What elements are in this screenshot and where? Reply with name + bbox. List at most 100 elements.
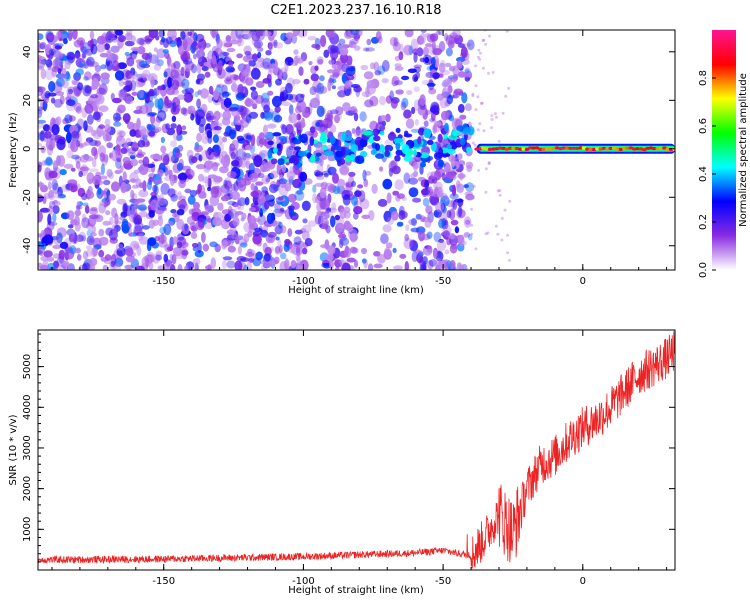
heatmap-cell — [403, 172, 411, 184]
heatmap-cell — [484, 147, 489, 151]
heatmap-cell — [231, 139, 239, 151]
heatmap-cell — [63, 38, 68, 45]
heatmap-cell — [90, 206, 98, 212]
heatmap-cell — [66, 210, 75, 221]
heatmap-cell — [231, 159, 240, 167]
heatmap-cell — [234, 260, 243, 270]
heatmap-cell — [138, 189, 149, 198]
heatmap-cell — [401, 75, 410, 81]
heatmap-cell — [386, 192, 392, 204]
heatmap-cell — [181, 249, 189, 256]
heatmap-cell — [472, 184, 476, 188]
heatmap-cell — [601, 146, 607, 150]
heatmap-cell — [378, 144, 386, 153]
heatmap-cell — [292, 139, 302, 145]
heatmap-cell — [158, 234, 167, 244]
heatmap-cell — [204, 176, 210, 188]
heatmap-cell — [169, 40, 177, 48]
heatmap-cell — [170, 193, 178, 202]
heatmap-cell — [385, 242, 393, 249]
heatmap-cell — [414, 249, 421, 254]
heatmap-cell — [380, 115, 387, 121]
heatmap-cell — [379, 166, 384, 172]
heatmap-cell — [135, 153, 144, 158]
heatmap-cell — [308, 61, 313, 66]
heatmap-cell — [408, 218, 417, 226]
heatmap-cell — [147, 112, 157, 117]
heatmap-cell — [186, 216, 196, 225]
heatmap-cell — [187, 174, 193, 180]
heatmap-cell — [263, 111, 274, 121]
heatmap-cell — [44, 44, 52, 55]
heatmap-cell — [217, 202, 224, 211]
heatmap-cell — [351, 180, 356, 187]
heatmap-cell — [91, 225, 97, 234]
spectrogram-xtick-label: -150 — [152, 276, 175, 287]
heatmap-cell — [55, 91, 65, 96]
heatmap-cell — [251, 35, 260, 47]
heatmap-cell — [66, 149, 74, 159]
heatmap-cell — [165, 260, 171, 268]
heatmap-cell — [364, 170, 372, 176]
heatmap-cell — [287, 228, 293, 237]
heatmap-cell — [348, 43, 354, 48]
heatmap-cell — [290, 260, 297, 269]
heatmap-cell — [98, 124, 106, 129]
heatmap-cell — [115, 135, 126, 148]
heatmap-cell — [426, 65, 433, 71]
heatmap-cell — [343, 136, 353, 142]
heatmap-cell — [128, 73, 135, 83]
heatmap-cell — [398, 51, 404, 61]
heatmap-cell — [377, 198, 388, 207]
heatmap-cell — [166, 54, 171, 66]
heatmap-cell — [312, 193, 318, 204]
heatmap-cell — [186, 149, 194, 159]
snr-xtick-label: 0 — [580, 576, 586, 587]
heatmap-cell — [201, 66, 209, 72]
heatmap-cell — [464, 67, 471, 78]
heatmap-cell — [124, 51, 130, 56]
heatmap-cell — [100, 163, 105, 176]
heatmap-cell — [367, 263, 374, 270]
heatmap-cell — [248, 173, 259, 183]
heatmap-cell — [451, 74, 456, 84]
heatmap-cell — [284, 182, 292, 192]
snr-xlabel: Height of straight line (km) — [288, 585, 424, 596]
heatmap-cell — [51, 66, 61, 73]
heatmap-cell — [181, 78, 190, 90]
heatmap-cell — [135, 265, 145, 270]
heatmap-cell — [124, 264, 134, 270]
heatmap-cell — [213, 89, 220, 101]
heatmap-cell — [468, 233, 473, 241]
heatmap-cell — [436, 239, 447, 252]
heatmap-cell — [443, 261, 450, 270]
heatmap-cell — [38, 109, 43, 119]
heatmap-cell — [209, 194, 220, 207]
heatmap-cell — [43, 60, 50, 65]
heatmap-cell — [302, 224, 312, 234]
heatmap-cell — [197, 217, 205, 229]
heatmap-cell — [303, 78, 310, 85]
heatmap-cell — [166, 127, 176, 136]
heatmap-cell — [323, 120, 329, 130]
heatmap-cell — [425, 205, 433, 215]
heatmap-cell — [164, 167, 169, 177]
heatmap-cell — [196, 73, 206, 81]
heatmap-cell — [177, 264, 183, 270]
heatmap-cell — [595, 147, 600, 151]
heatmap-cell — [448, 35, 455, 45]
heatmap-cell — [493, 112, 497, 116]
heatmap-cell — [65, 99, 76, 106]
heatmap-cell — [61, 80, 69, 89]
heatmap-cell — [92, 111, 101, 121]
heatmap-cell — [79, 154, 89, 163]
heatmap-cell — [568, 146, 573, 150]
heatmap-cell — [565, 146, 570, 150]
heatmap-cell — [196, 62, 202, 74]
heatmap-cell — [323, 210, 334, 219]
heatmap-cell — [67, 52, 76, 64]
heatmap-cell — [339, 65, 344, 77]
heatmap-cell — [170, 123, 177, 129]
heatmap-cell — [221, 151, 228, 158]
heatmap-cell — [197, 241, 202, 253]
